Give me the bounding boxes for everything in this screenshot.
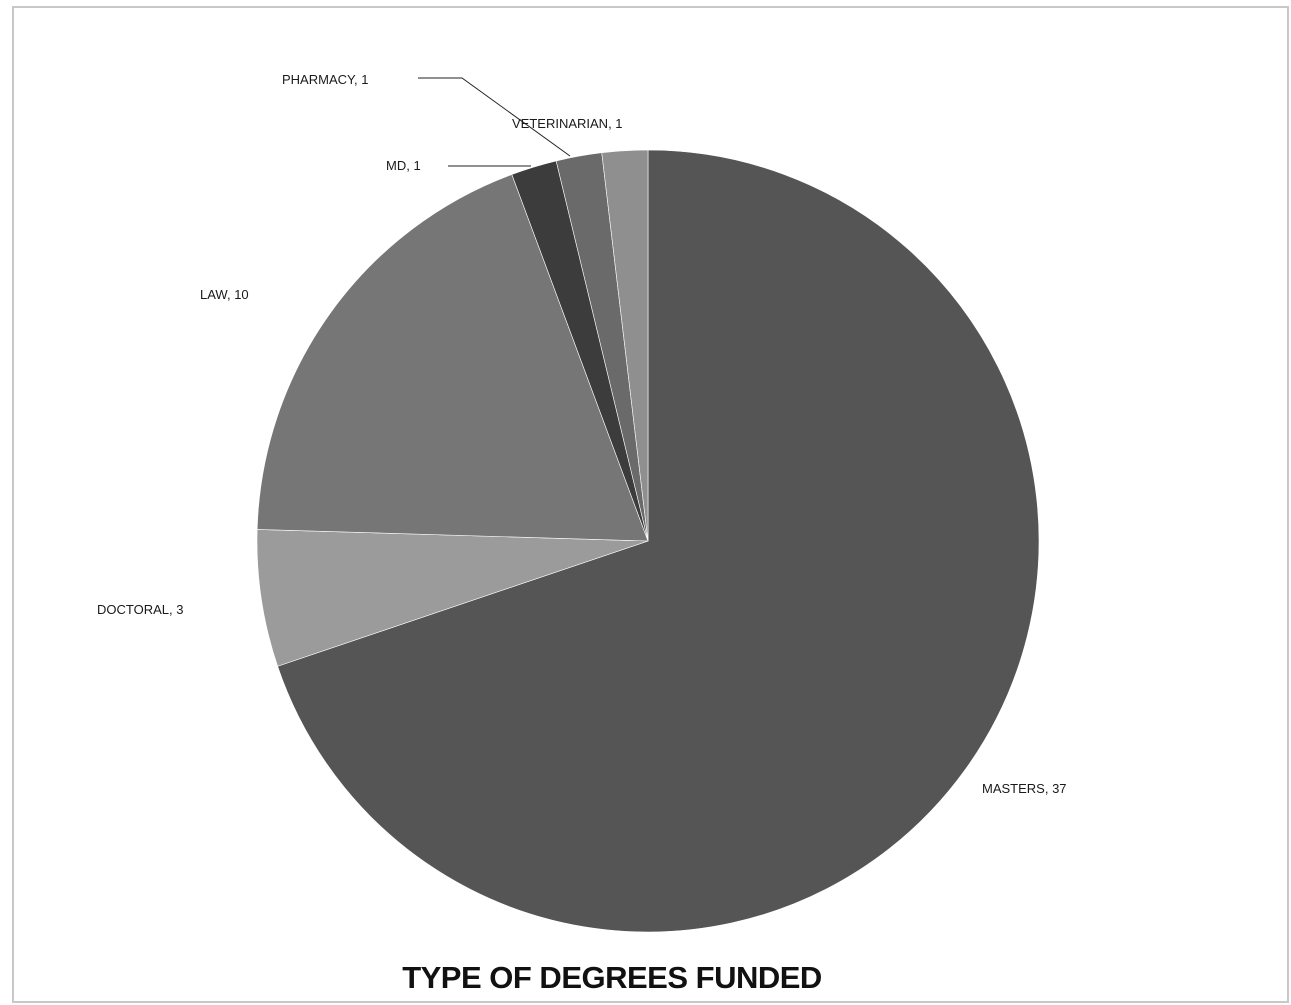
slice-label-veterinarian: VETERINARIAN, 1 xyxy=(512,116,623,131)
leader-line-pharmacy xyxy=(418,77,571,157)
slice-label-doctoral: DOCTORAL, 3 xyxy=(97,602,183,617)
slice-label-md: MD, 1 xyxy=(386,158,421,173)
slice-label-masters: MASTERS, 37 xyxy=(982,781,1067,796)
pie-slice-masters xyxy=(277,149,1040,933)
pie-slice-doctoral xyxy=(256,529,649,667)
pie-slice-law xyxy=(256,174,649,542)
chart-title: TYPE OF DEGREES FUNDED xyxy=(402,960,822,995)
pie-slice-veterinarian xyxy=(601,149,649,542)
slice-label-pharmacy: PHARMACY, 1 xyxy=(282,72,368,87)
leader-lines xyxy=(418,77,571,167)
pie-slices xyxy=(256,149,1040,933)
slice-labels: MASTERS, 37 DOCTORAL, 3 LAW, 10 MD, 1 PHARMA… xyxy=(97,72,1067,796)
slice-label-law: LAW, 10 xyxy=(200,287,249,302)
